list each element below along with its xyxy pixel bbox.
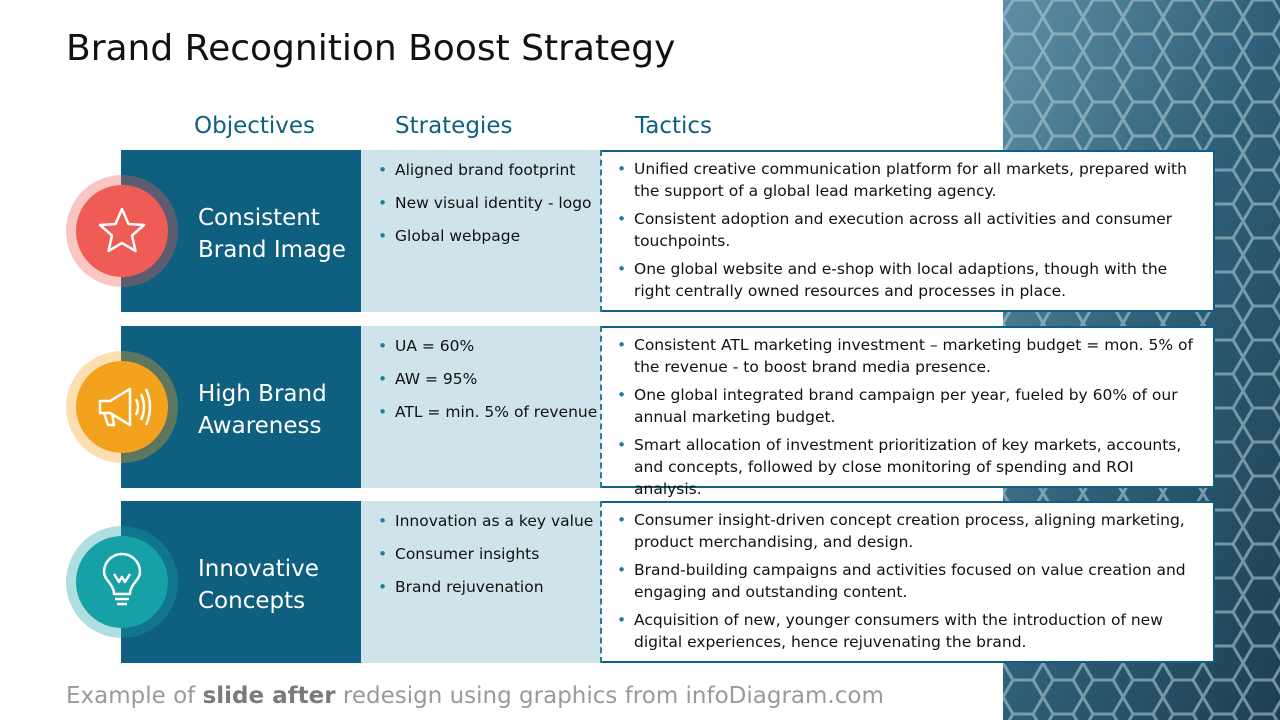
divider [600, 326, 602, 488]
footer-bold: slide after [202, 683, 336, 709]
strategy-list: Innovation as a key value Consumer insigh… [376, 510, 601, 609]
strategy-list: Aligned brand footprint New visual identi… [376, 159, 601, 258]
footer: Example of slide after redesign using gr… [66, 683, 884, 709]
strategy-item: Aligned brand footprint [376, 159, 601, 181]
footer-text: redesign using graphics from infoDiagram… [335, 683, 884, 709]
icon-circle [66, 526, 178, 638]
strategy-item: Global webpage [376, 225, 601, 247]
tactic-item: Unified creative communication platform … [615, 158, 1205, 202]
tactic-item: One global website and e-shop with local… [615, 258, 1205, 302]
tactic-item: Consumer insight-driven concept creation… [615, 509, 1205, 553]
strategy-item: ATL = min. 5% of revenue [376, 401, 601, 423]
tactic-list: Consistent ATL marketing investment – ma… [615, 334, 1205, 506]
strategy-item: Consumer insights [376, 543, 601, 565]
tactic-list: Consumer insight-driven concept creation… [615, 509, 1205, 659]
footer-text: Example of [66, 683, 203, 709]
slide-title: Brand Recognition Boost Strategy [66, 28, 676, 69]
objective-text: Innovative Concepts [198, 556, 319, 614]
strategy-item: Brand rejuvenation [376, 576, 601, 598]
column-header: Tactics [635, 113, 713, 139]
tactic-item: One global integrated brand campaign per… [615, 384, 1205, 428]
divider [600, 501, 602, 663]
tactic-item: Consistent adoption and execution across… [615, 208, 1205, 252]
tactic-item: Smart allocation of investment prioritiz… [615, 434, 1205, 500]
strategy-list: UA = 60% AW = 95% ATL = min. 5% of revenue [376, 335, 601, 434]
tactic-item: Acquisition of new, younger consumers wi… [615, 609, 1205, 653]
tactic-item: Consistent ATL marketing investment – ma… [615, 334, 1205, 378]
icon-circle [66, 351, 178, 463]
column-header: Objectives [194, 113, 316, 139]
strategy-item: New visual identity - logo [376, 192, 601, 214]
objective-text: Consistent Brand Image [198, 205, 346, 263]
tactic-item: Brand-building campaigns and activities … [615, 559, 1205, 603]
divider [600, 150, 602, 312]
column-header: Strategies [395, 113, 513, 139]
strategy-item: UA = 60% [376, 335, 601, 357]
tactic-list: Unified creative communication platform … [615, 158, 1205, 308]
strategy-item: Innovation as a key value [376, 510, 601, 532]
strategy-item: AW = 95% [376, 368, 601, 390]
objective-text: High Brand Awareness [198, 381, 327, 439]
icon-circle [66, 175, 178, 287]
